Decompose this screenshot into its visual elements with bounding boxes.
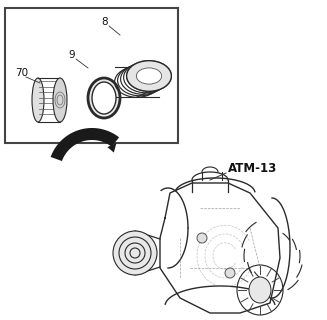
Ellipse shape [88, 78, 120, 118]
Bar [5, 8, 178, 143]
PathPatch shape [51, 128, 119, 161]
Text: 70: 70 [15, 68, 28, 78]
Text: ATM-13: ATM-13 [228, 162, 277, 174]
Ellipse shape [32, 78, 44, 122]
Text: 9: 9 [69, 50, 75, 60]
Circle shape [225, 268, 235, 278]
Ellipse shape [53, 78, 67, 122]
Ellipse shape [127, 61, 171, 91]
Ellipse shape [249, 277, 271, 303]
Text: 8: 8 [102, 17, 108, 27]
Ellipse shape [136, 68, 162, 84]
Ellipse shape [92, 82, 116, 114]
Polygon shape [107, 143, 116, 153]
Circle shape [197, 233, 207, 243]
Ellipse shape [113, 231, 157, 275]
